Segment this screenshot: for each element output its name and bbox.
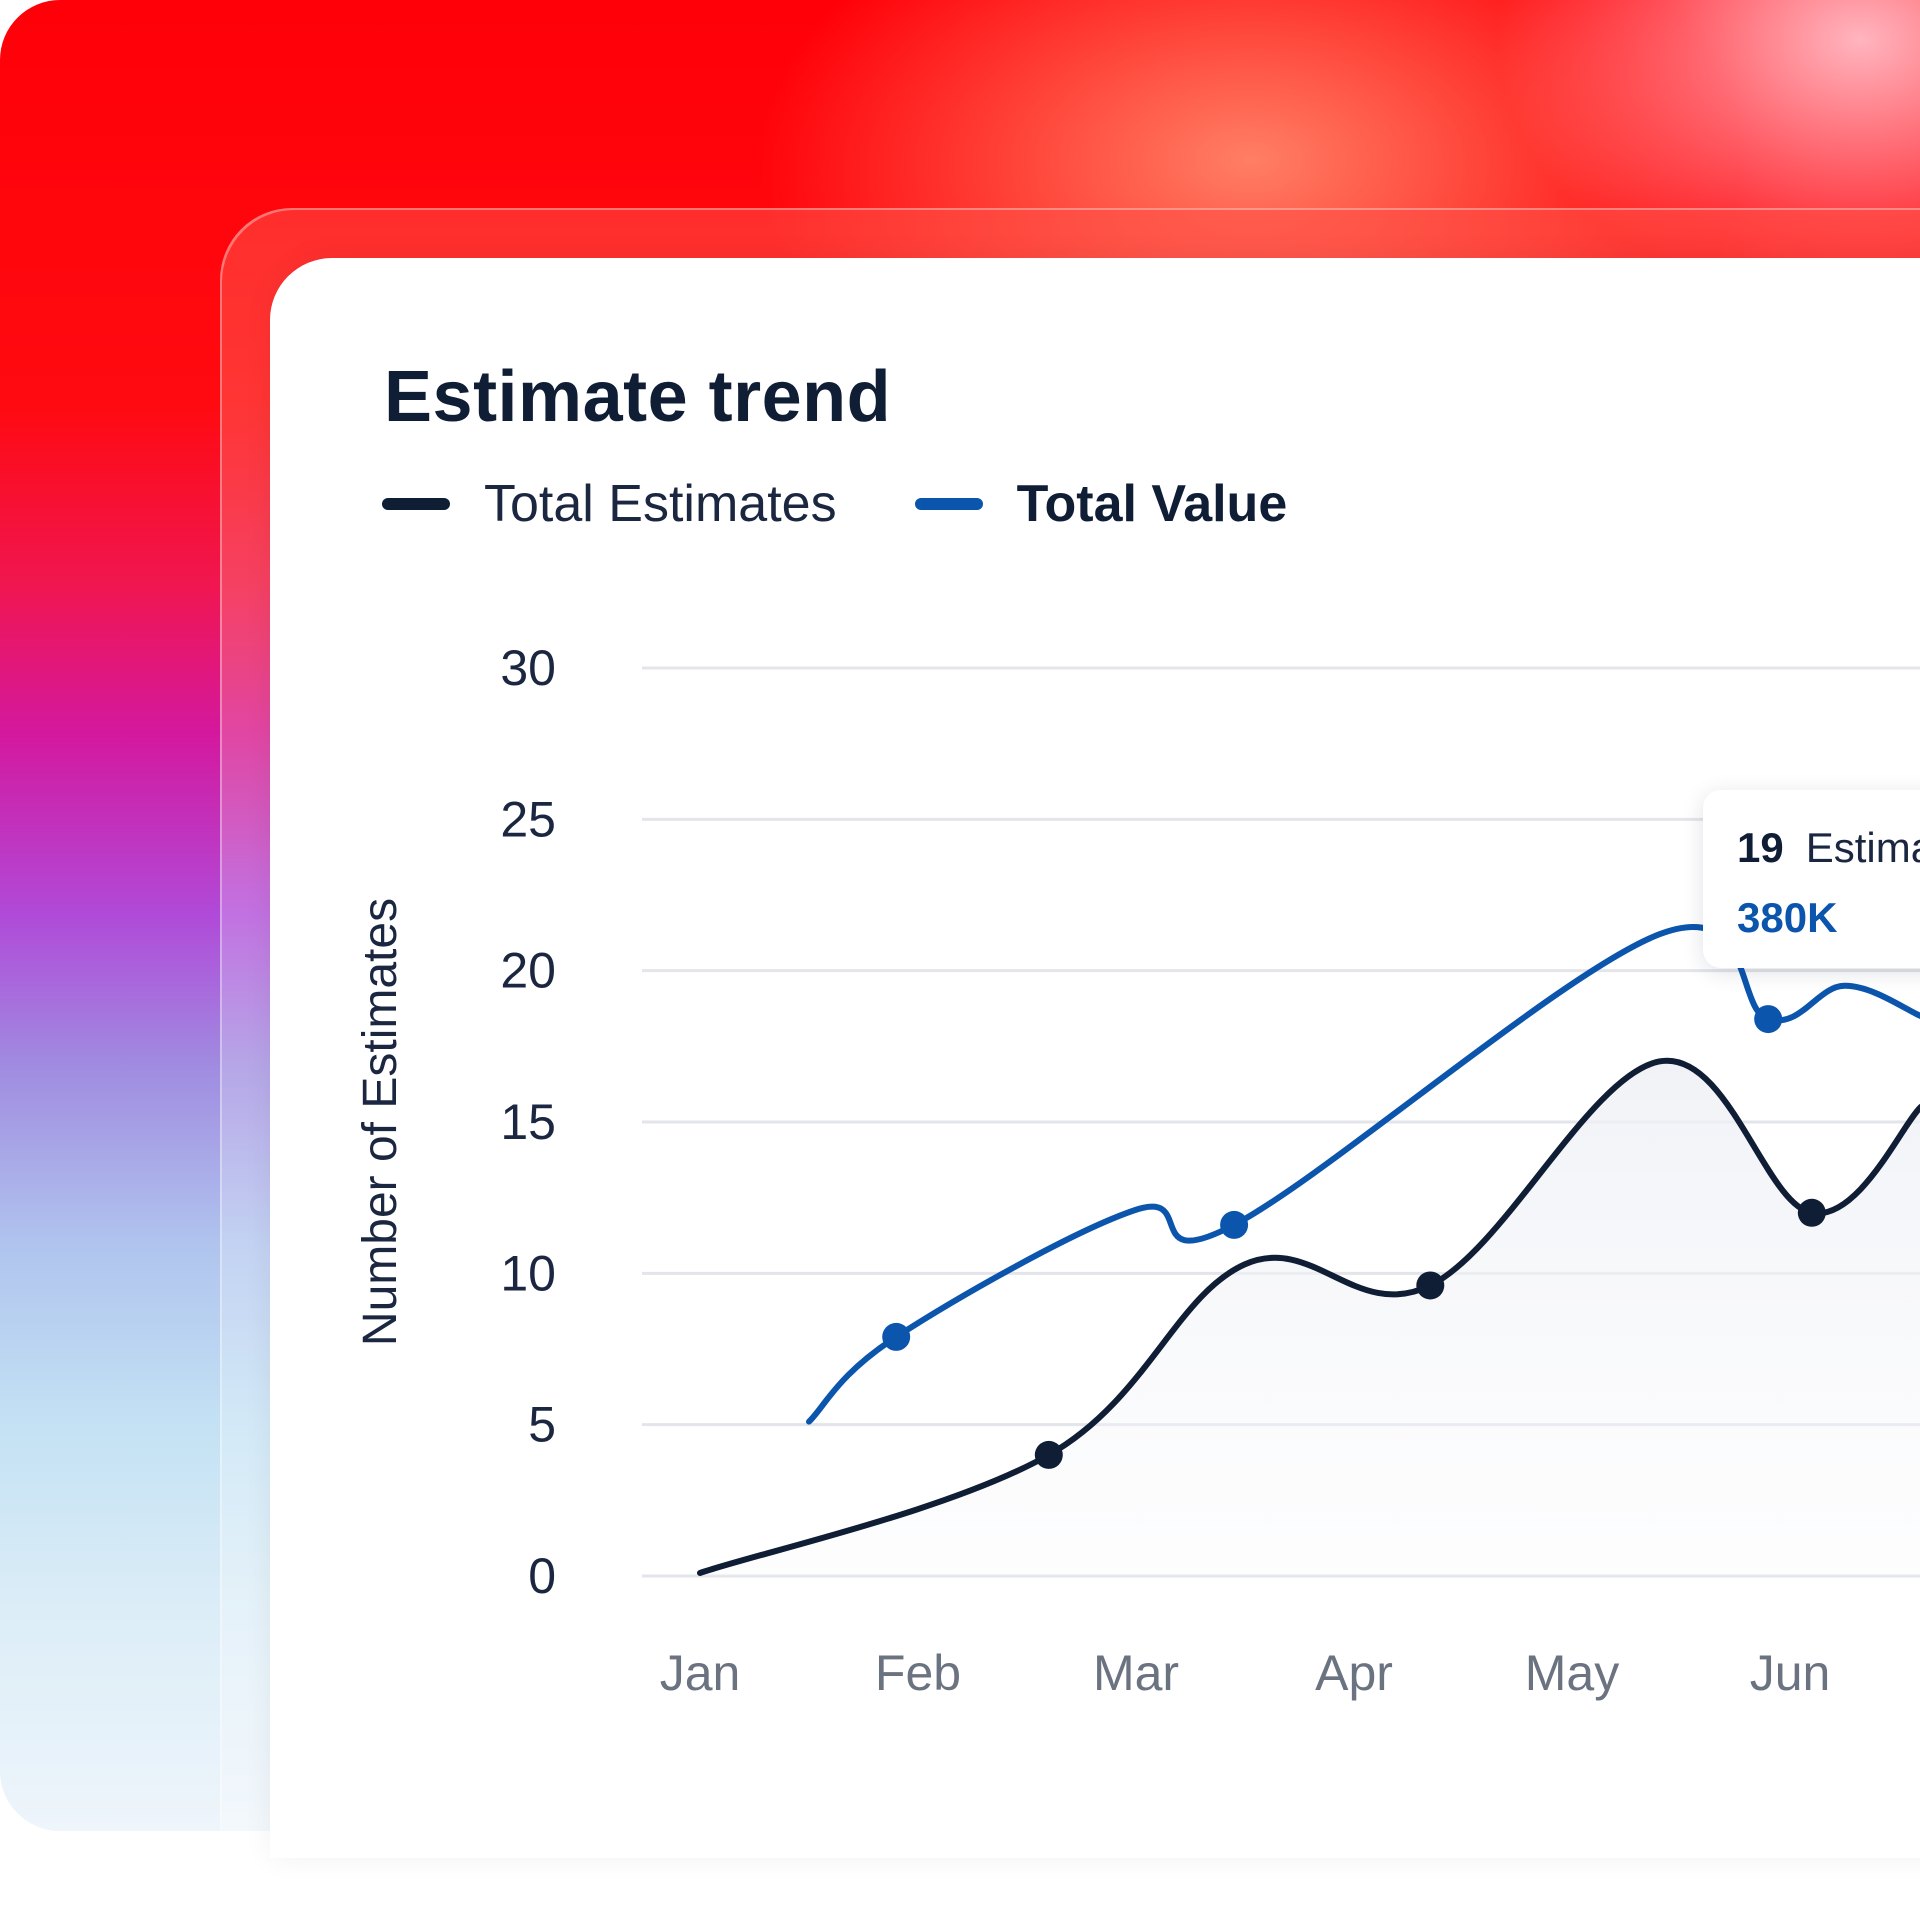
data-point-value[interactable] <box>1754 1005 1783 1034</box>
y-tick-labels: 30 25 20 15 10 5 0 <box>500 640 556 1604</box>
data-point-estimates[interactable] <box>1034 1440 1063 1469</box>
y-axis-label: Number of Estimates <box>354 898 407 1346</box>
x-tick-label: May <box>1525 1645 1619 1701</box>
legend-label-estimates: Total Estimates <box>484 475 837 533</box>
x-tick-label: Mar <box>1093 1645 1179 1701</box>
x-tick-label: Feb <box>875 1645 961 1701</box>
chart-legend: Total Estimates Total Value <box>382 474 1365 534</box>
marker-layer <box>882 1005 1826 1469</box>
data-point-value[interactable] <box>882 1322 911 1351</box>
legend-swatch-value <box>914 498 983 510</box>
series-line-total-estimates[interactable] <box>697 1057 1920 1576</box>
y-tick-label: 30 <box>500 640 556 696</box>
tooltip-count-row: 19 Estimates <box>1737 824 1920 872</box>
x-tick-label: Jun <box>1750 1645 1831 1701</box>
legend-item-total-estimates[interactable]: Total Estimates <box>382 474 837 534</box>
area-layer <box>700 1060 1920 1576</box>
series-layer <box>697 923 1920 1576</box>
x-tick-label: Apr <box>1315 1645 1393 1701</box>
chart-card <box>270 258 1920 1858</box>
chart-tooltip: 19 Estimates 380K <box>1703 790 1920 968</box>
x-tick-label: Jan <box>660 1645 741 1701</box>
chart-title: Estimate trend <box>384 357 892 437</box>
x-tick-labels: Jan Feb Mar Apr May Jun <box>660 1645 1831 1701</box>
series-area-total-estimates <box>700 1060 1920 1576</box>
data-point-value[interactable] <box>1220 1210 1249 1239</box>
tooltip-count-label: Estimates <box>1805 824 1920 871</box>
tooltip-value: 380K <box>1737 894 1838 941</box>
y-tick-label: 5 <box>528 1397 556 1453</box>
y-tick-label: 10 <box>500 1245 556 1301</box>
tooltip-count: 19 <box>1737 824 1784 871</box>
legend-item-total-value[interactable]: Total Value <box>914 474 1288 534</box>
y-tick-label: 20 <box>500 943 556 999</box>
y-tick-label: 0 <box>528 1548 556 1604</box>
legend-label-value: Total Value <box>1016 475 1288 533</box>
y-tick-label: 25 <box>500 791 556 847</box>
series-line-total-value[interactable] <box>806 923 1920 1425</box>
y-tick-label: 15 <box>500 1094 556 1150</box>
data-point-estimates[interactable] <box>1797 1198 1826 1227</box>
line-chart: 30 25 20 15 10 5 0 Jan Feb Mar Apr May Jun Number o… <box>354 640 1920 1701</box>
data-point-estimates[interactable] <box>1416 1271 1445 1300</box>
legend-swatch-estimates <box>382 498 450 510</box>
